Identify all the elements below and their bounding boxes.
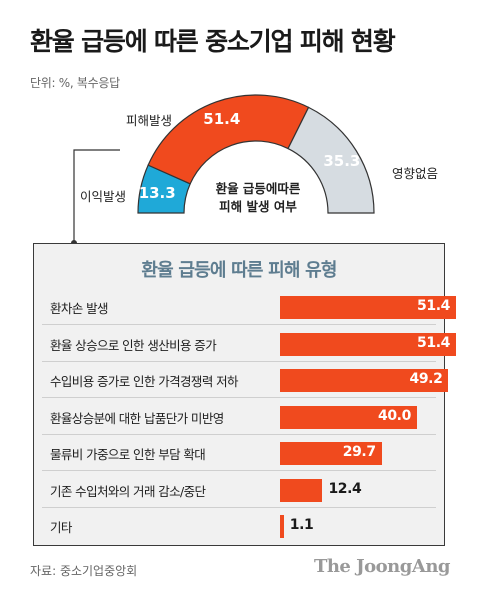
bar-chart-title: 환율 급등에 따른 피해 유형 [141, 260, 337, 281]
row-divider [42, 397, 436, 398]
bar-category-label: 환율상승분에 대한 납품단가 미반영 [50, 410, 224, 426]
bar-category-label: 물류비 가중으로 인한 부담 확대 [50, 447, 206, 462]
bar [280, 405, 417, 429]
donut-center-label-line: 피해 발생 여부 [219, 199, 297, 214]
donut-value-2: 51.4 [203, 110, 240, 128]
bar-category-label: 수입비용 증가로 인한 가격경쟁력 저하 [50, 374, 239, 389]
row-divider [42, 470, 436, 471]
row-divider [42, 360, 436, 362]
donut-center-label-line: 환율 급등에따른 [216, 181, 301, 196]
donut-slice-3 [287, 106, 375, 214]
bar [280, 332, 456, 356]
bar-row: 물류비 가중으로 인한 부담 확대 29.7 [34, 435, 444, 471]
bar-row: 수입비용 증가로 인한 가격경쟁력 저하 49.2 [34, 362, 449, 398]
bar-value-label: 12.4 [328, 480, 362, 497]
bar-value-label: 49.2 [409, 371, 443, 387]
bar [280, 369, 449, 392]
unit-note: 단위: %, 복수응답 [30, 76, 120, 90]
bar-category-label: 기타 [50, 520, 72, 535]
bar-value-label: 1.1 [289, 517, 314, 533]
bar [280, 442, 382, 465]
bar-row: 기존 수입처와의 거래 감소/중단 12.4 [34, 472, 444, 508]
donut-category-3: 영향없음 [392, 166, 438, 181]
bar [280, 296, 456, 319]
donut-value-3: 35.3 [323, 152, 360, 170]
publisher-logo: The JoongAng [313, 556, 451, 577]
row-divider [42, 433, 436, 435]
page-title: 환율 급등에 따른 중소기업 피해 현황 [30, 27, 396, 56]
bar-row: 환율상승분에 대한 납품단가 미반영 40.0 [34, 399, 444, 435]
donut-category-2: 피해발생 [126, 113, 172, 128]
bar-category-label: 환차손 발생 [50, 301, 108, 316]
donut-slice-2 [147, 94, 310, 185]
bar-row: 기타 1.1 [34, 508, 444, 544]
bar-value-label: 51.4 [417, 298, 450, 314]
row-divider [42, 506, 436, 508]
bar-category-label: 환율 상승으로 인한 생산비용 증가 [50, 337, 217, 353]
source-note: 자료: 중소기업중앙회 [30, 564, 138, 578]
row-divider [42, 324, 436, 325]
bar-value-label: 51.4 [417, 334, 450, 351]
bar-value-label: 40.0 [378, 407, 411, 424]
bar [280, 478, 323, 502]
bar [280, 515, 284, 538]
bar-row: 환차손 발생 51.4 [34, 289, 456, 325]
bar-value-label: 29.7 [342, 444, 376, 460]
donut-category-1: 이익발생 [80, 189, 126, 204]
donut-value-1: 13.3 [139, 184, 176, 202]
connector-line [73, 149, 120, 243]
bar-row: 환율 상승으로 인한 생산비용 증가 51.4 [34, 326, 456, 362]
damage-type-panel: 환율 급등에 따른 피해 유형 환차손 발생 51.4 환율 상승으로 인한 생산비… [33, 243, 456, 546]
bar-category-label: 기존 수입처와의 거래 감소/중단 [50, 483, 206, 499]
